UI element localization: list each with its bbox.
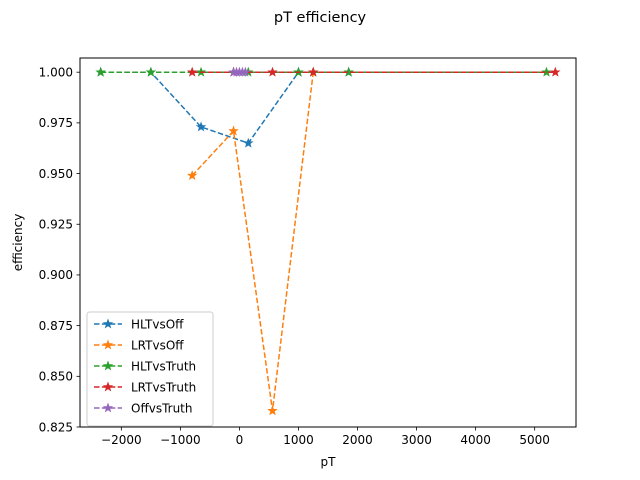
y-tick-label: 0.900 xyxy=(39,268,73,282)
x-tick-label: −1000 xyxy=(160,433,201,447)
legend-marker xyxy=(102,360,114,371)
data-point xyxy=(550,66,561,77)
x-tick-label: −2000 xyxy=(101,433,142,447)
legend-marker xyxy=(102,402,114,413)
y-tick-label: 0.975 xyxy=(39,116,73,130)
x-tick-label: 2000 xyxy=(342,433,373,447)
x-tick-label: 1000 xyxy=(283,433,314,447)
data-point xyxy=(267,66,278,77)
axis-ticks: −2000 −1000 0 1000 2000 3000 4000 5000 0.825 0.85… xyxy=(39,65,550,447)
legend-entry: LRTvsTruth xyxy=(94,380,196,394)
legend-label: HLTvsOff xyxy=(131,317,184,331)
legend: HLTvsOff LRTvsOff HLTvsTruth LRTvsTruth Offv… xyxy=(86,311,214,427)
series-OffvsTruth xyxy=(228,66,251,77)
data-point xyxy=(228,125,239,136)
y-tick-label: 0.875 xyxy=(39,319,73,333)
legend-label: OffvsTruth xyxy=(131,401,192,415)
legend-label: LRTvsTruth xyxy=(131,380,196,394)
legend-label: HLTvsTruth xyxy=(131,359,196,373)
axes-frame xyxy=(79,57,577,428)
legend-label: LRTvsOff xyxy=(131,338,184,352)
data-point xyxy=(308,66,319,77)
data-point xyxy=(240,66,251,77)
y-axis-label: efficiency xyxy=(11,214,25,272)
y-tick-label: 0.950 xyxy=(39,167,73,181)
y-tick-label: 0.825 xyxy=(39,420,73,434)
legend-entry: OffvsTruth xyxy=(94,401,192,415)
plot-area xyxy=(95,66,561,416)
legend-marker xyxy=(102,339,114,350)
data-point xyxy=(187,170,198,180)
x-tick-label: 5000 xyxy=(519,433,550,447)
series-line-LRTvsOff xyxy=(191,72,314,411)
legend-entry: HLTvsTruth xyxy=(94,359,196,373)
data-point xyxy=(343,66,354,77)
legend-marker xyxy=(102,318,114,329)
data-point xyxy=(541,66,552,77)
x-tick-label: 4000 xyxy=(460,433,491,447)
y-tick-label: 0.925 xyxy=(39,218,73,232)
x-tick-label: 0 xyxy=(236,433,244,447)
legend-box xyxy=(86,311,214,427)
chart-title: pT efficiency xyxy=(274,10,367,26)
x-axis-label: pT xyxy=(321,455,337,469)
legend-entry: HLTvsOff xyxy=(94,317,184,331)
data-point xyxy=(243,137,254,148)
legend-marker xyxy=(102,381,114,392)
y-tick-label: 0.850 xyxy=(39,370,73,384)
x-tick-label: 3000 xyxy=(401,433,432,447)
legend-entry: LRTvsOff xyxy=(94,338,184,352)
data-point xyxy=(267,405,278,416)
data-point xyxy=(145,66,157,77)
data-point xyxy=(95,66,106,77)
data-point xyxy=(195,121,207,132)
data-point xyxy=(187,66,198,77)
y-tick-label: 1.000 xyxy=(39,65,73,79)
